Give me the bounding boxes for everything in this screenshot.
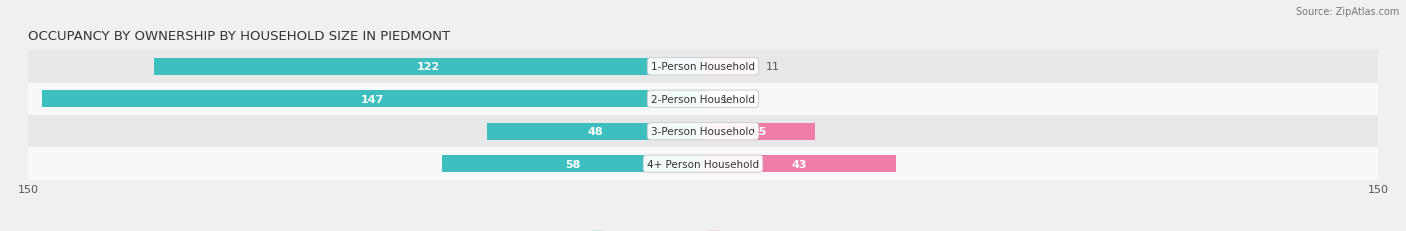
Bar — [441, 156, 703, 172]
Text: 43: 43 — [792, 159, 807, 169]
Bar — [42, 91, 703, 108]
Text: 147: 147 — [360, 94, 384, 104]
Text: 11: 11 — [766, 62, 780, 72]
Text: 58: 58 — [565, 159, 581, 169]
Bar — [703, 59, 752, 75]
Bar — [703, 156, 897, 172]
Bar — [155, 59, 703, 75]
Text: 122: 122 — [418, 62, 440, 72]
Bar — [28, 116, 1378, 148]
Bar — [28, 148, 1378, 180]
Text: 1: 1 — [721, 94, 728, 104]
Bar — [28, 83, 1378, 116]
Text: 4+ Person Household: 4+ Person Household — [647, 159, 759, 169]
Text: 3-Person Household: 3-Person Household — [651, 127, 755, 137]
Bar — [703, 91, 707, 108]
Text: 25: 25 — [752, 127, 766, 137]
Text: 48: 48 — [588, 127, 603, 137]
Bar — [703, 123, 815, 140]
Text: 1-Person Household: 1-Person Household — [651, 62, 755, 72]
Bar — [28, 51, 1378, 83]
Bar — [486, 123, 703, 140]
Text: OCCUPANCY BY OWNERSHIP BY HOUSEHOLD SIZE IN PIEDMONT: OCCUPANCY BY OWNERSHIP BY HOUSEHOLD SIZE… — [28, 30, 450, 43]
Text: Source: ZipAtlas.com: Source: ZipAtlas.com — [1295, 7, 1399, 17]
Legend: Owner-occupied, Renter-occupied: Owner-occupied, Renter-occupied — [586, 227, 820, 231]
Text: 2-Person Household: 2-Person Household — [651, 94, 755, 104]
